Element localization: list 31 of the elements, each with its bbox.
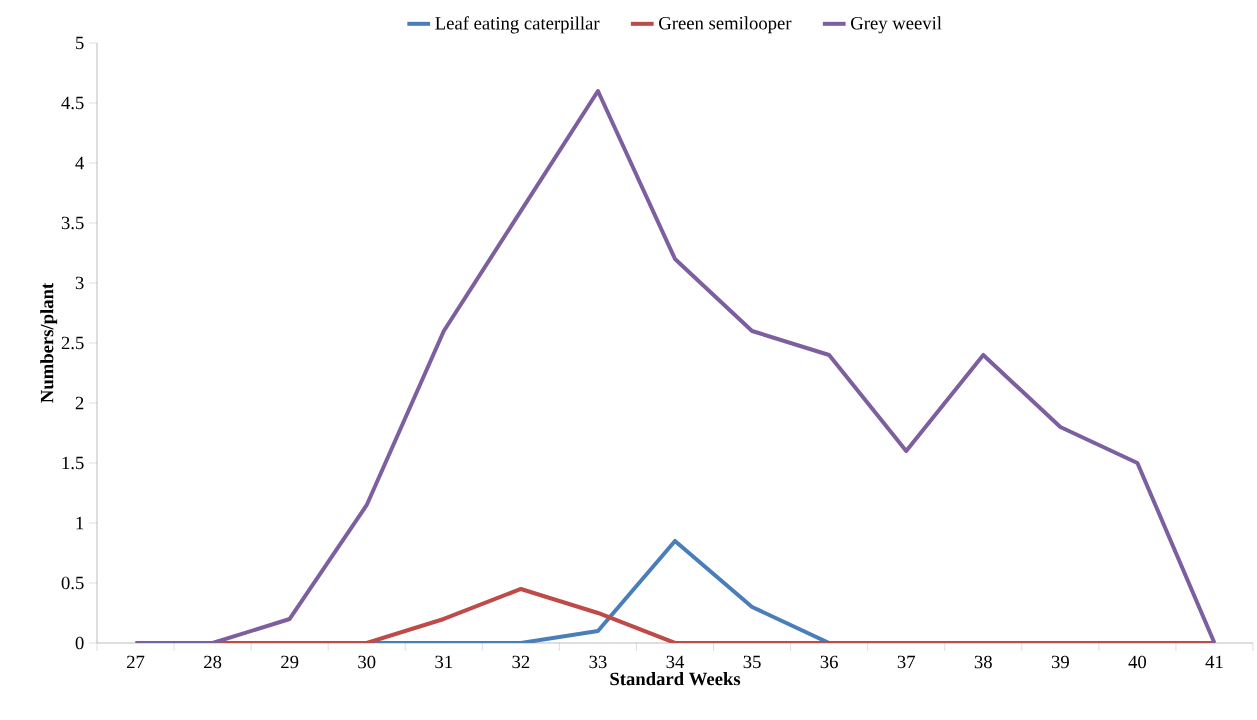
y-tick-label: 1.5 — [62, 456, 84, 470]
x-tick-label: 35 — [743, 655, 761, 669]
y-tick-label: 3 — [75, 276, 84, 290]
x-tick-label: 27 — [127, 655, 145, 669]
x-tick-label: 31 — [435, 655, 453, 669]
y-tick-label: 1 — [76, 516, 84, 530]
y-tick-label: 0 — [75, 636, 84, 650]
y-axis-title: Numbers/plant — [40, 282, 58, 403]
x-tick-label: 38 — [974, 655, 992, 669]
y-tick-label: 4.5 — [61, 96, 84, 110]
y-tick-label: 5 — [76, 36, 84, 50]
x-axis-title: Standard Weeks — [610, 672, 741, 686]
x-tick-label: 34 — [666, 655, 685, 669]
y-tick-label: 2 — [75, 396, 84, 410]
legend-label: Green semilooper — [659, 16, 792, 34]
y-tick-label: 0.5 — [61, 576, 84, 590]
x-tick-label: 33 — [589, 655, 607, 669]
y-tick-label: 4 — [75, 156, 85, 170]
x-tick-label: 37 — [897, 655, 916, 669]
x-tick-label: 28 — [204, 655, 222, 669]
y-tick-label: 2.5 — [61, 336, 84, 350]
x-tick-label: 29 — [281, 655, 299, 669]
x-tick-label: 40 — [1128, 655, 1147, 669]
x-tick-label: 39 — [1051, 655, 1069, 669]
x-tick-label: 32 — [512, 655, 530, 669]
x-tick-label: 30 — [358, 655, 376, 669]
legend-label: Leaf eating caterpillar — [435, 16, 600, 34]
legend-label: Grey weevil — [851, 16, 942, 34]
x-tick-label: 41 — [1205, 655, 1223, 669]
y-tick-label: 3.5 — [61, 216, 84, 230]
x-tick-label: 36 — [820, 655, 838, 669]
